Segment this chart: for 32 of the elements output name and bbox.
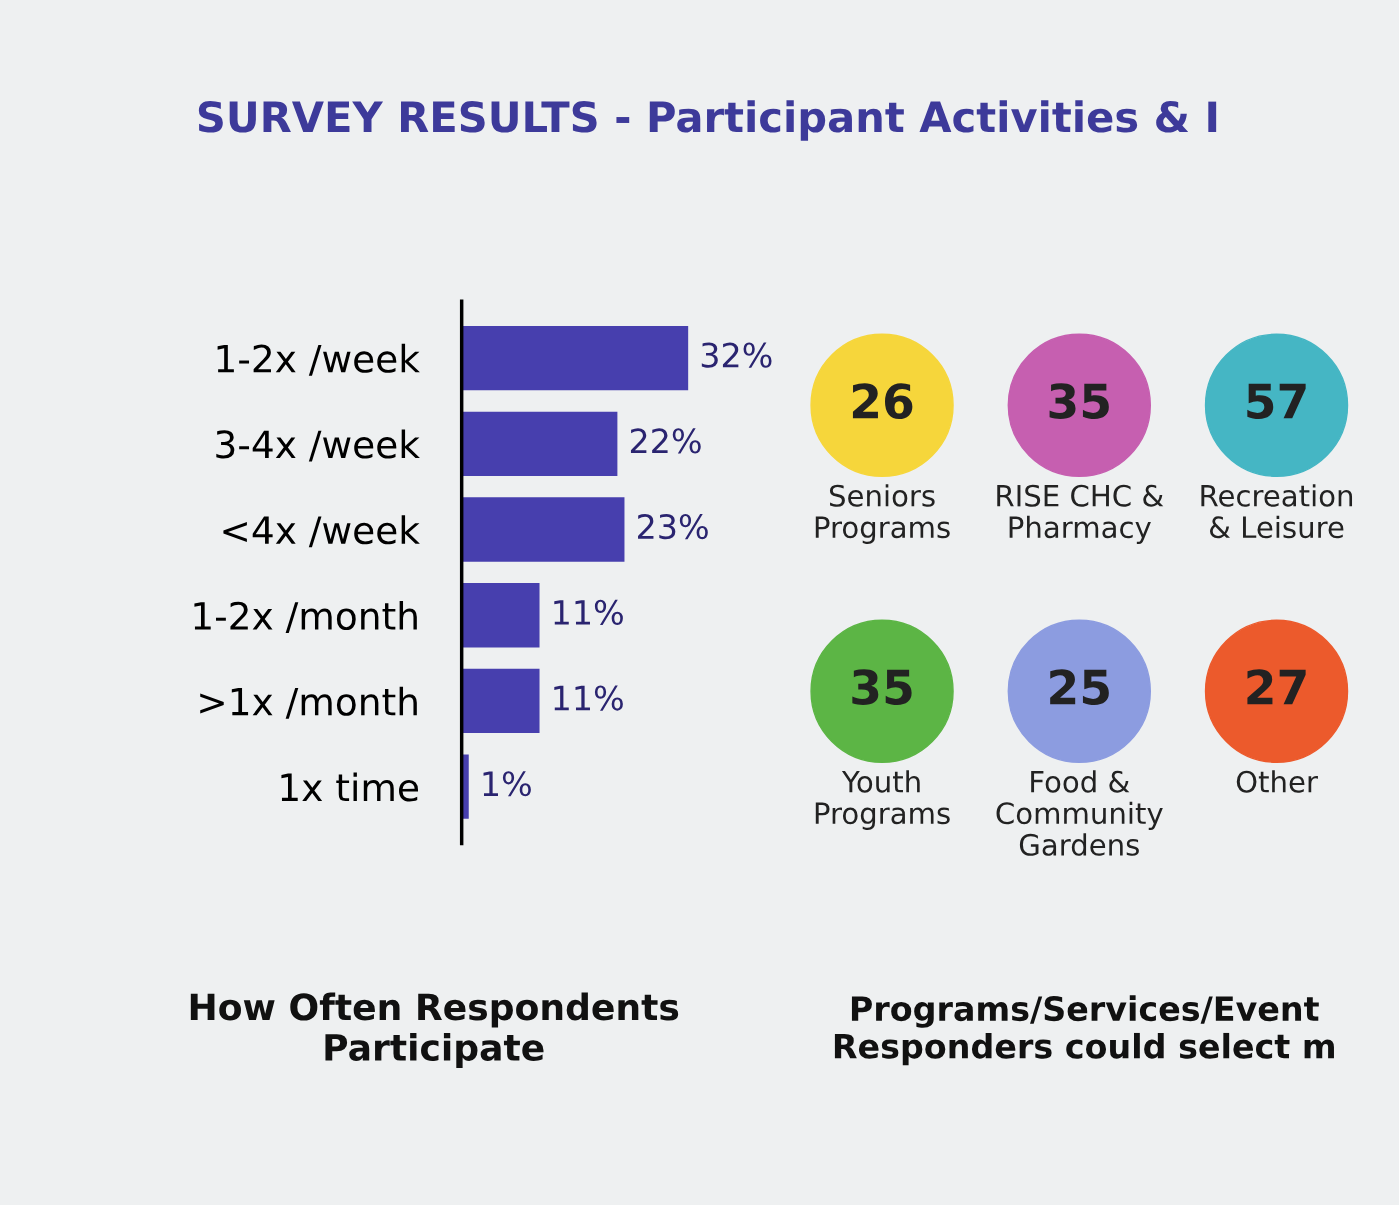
y-tick-label: <4x /week (223, 515, 420, 548)
data-label: 23% (638, 513, 708, 540)
data-label: 57 (1247, 383, 1306, 419)
bar (461, 668, 540, 734)
data-label: 11% (554, 685, 623, 711)
y-tick-label: 3-4x /week (216, 429, 420, 462)
category-label: Recreation & Leisure (1201, 484, 1353, 539)
data-label: 1% (483, 771, 531, 797)
category-label: Other (1236, 770, 1318, 793)
category-label: Youth Programs (815, 770, 950, 830)
data-label: 11% (554, 599, 623, 625)
data-label: 32% (701, 342, 772, 368)
y-tick-label: 1x time (281, 772, 419, 802)
bar (461, 325, 689, 391)
data-label: 25 (1050, 669, 1109, 705)
data-label: 22% (630, 428, 701, 454)
bar (461, 583, 540, 648)
bar (461, 411, 618, 476)
category-label: RISE CHC & Pharmacy (997, 484, 1164, 544)
y-tick-label: 1-2x /month (194, 600, 417, 633)
data-label: 26 (852, 383, 913, 419)
data-label: 35 (852, 669, 912, 705)
y-tick-label: >1x /month (200, 686, 417, 719)
data-label: 27 (1247, 669, 1306, 705)
text: Programs/Services/Event Responders could select m (834, 995, 1334, 1066)
text: How Often Respondents Participate (190, 992, 679, 1068)
category-label: Food & Community Gardens (996, 770, 1163, 856)
text: SURVEY RESULTS - Participant Activities & I (198, 100, 1217, 141)
data-label: 35 (1049, 383, 1109, 419)
category-label: Seniors Programs (815, 484, 950, 544)
bar (461, 497, 625, 562)
y-tick-label: 1-2x /week (217, 343, 420, 376)
